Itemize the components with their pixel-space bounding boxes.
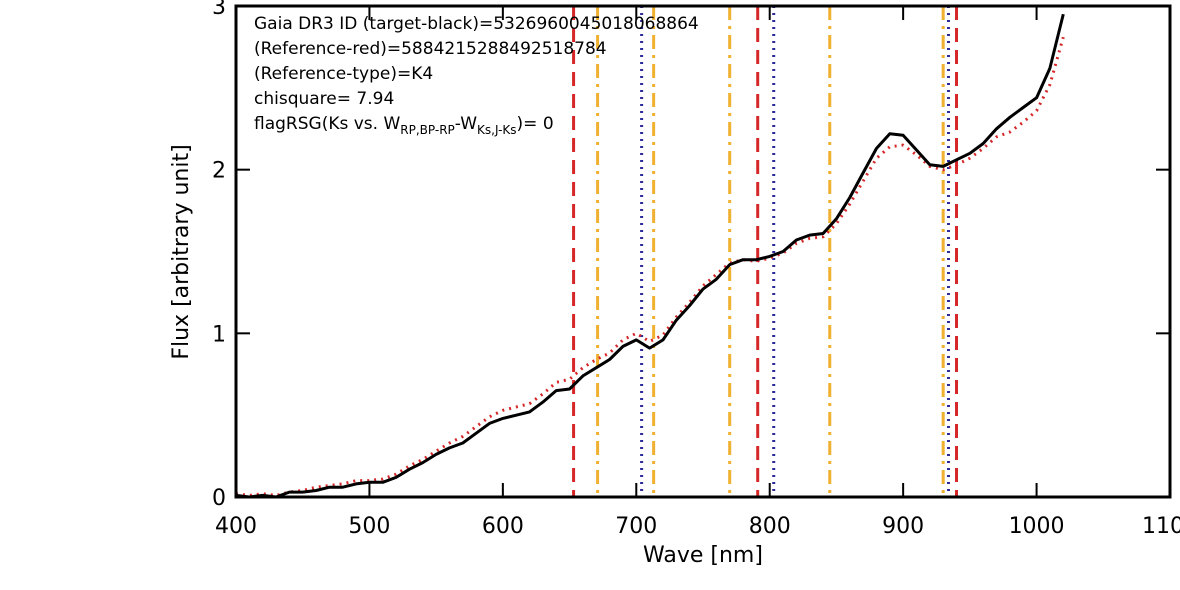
annotation-part: flagRSG(Ks vs. W (254, 114, 400, 134)
x-tick-label: 900 (882, 514, 924, 539)
x-tick-label: 700 (615, 514, 657, 539)
annotation-part: Ks,J-Ks (477, 123, 517, 137)
x-tick-label: 500 (348, 514, 390, 539)
x-axis-label: Wave [nm] (643, 543, 763, 568)
y-axis-label: Flux [arbitrary unit] (169, 144, 194, 359)
y-tick-label: 2 (212, 159, 226, 184)
series-line (235, 13, 1065, 499)
x-tick-label: 600 (482, 514, 524, 539)
annotation: (Reference-red)=5884215288492518784 (254, 39, 607, 59)
annotation: Gaia DR3 ID (target-black)=5326960045018… (254, 14, 699, 34)
y-tick-label: 3 (212, 0, 226, 20)
annotation-part: )= 0 (517, 114, 554, 134)
series-line (235, 36, 1065, 497)
annotation: flagRSG(Ks vs. WRP,BP-RP-WKs,J-Ks)= 0 (254, 114, 554, 137)
y-tick-label: 1 (212, 322, 226, 347)
plot-frame (234, 4, 1172, 499)
x-tick-label: 800 (749, 514, 791, 539)
annotation: chisquare= 7.94 (254, 89, 394, 109)
annotation-part: RP,BP-RP (400, 123, 455, 137)
x-tick-label: 400 (215, 514, 257, 539)
annotation: (Reference-type)=K4 (254, 64, 433, 84)
x-tick-label: 1000 (1009, 514, 1065, 539)
annotation-part: -W (455, 114, 477, 134)
y-tick-label: 0 (212, 486, 226, 511)
